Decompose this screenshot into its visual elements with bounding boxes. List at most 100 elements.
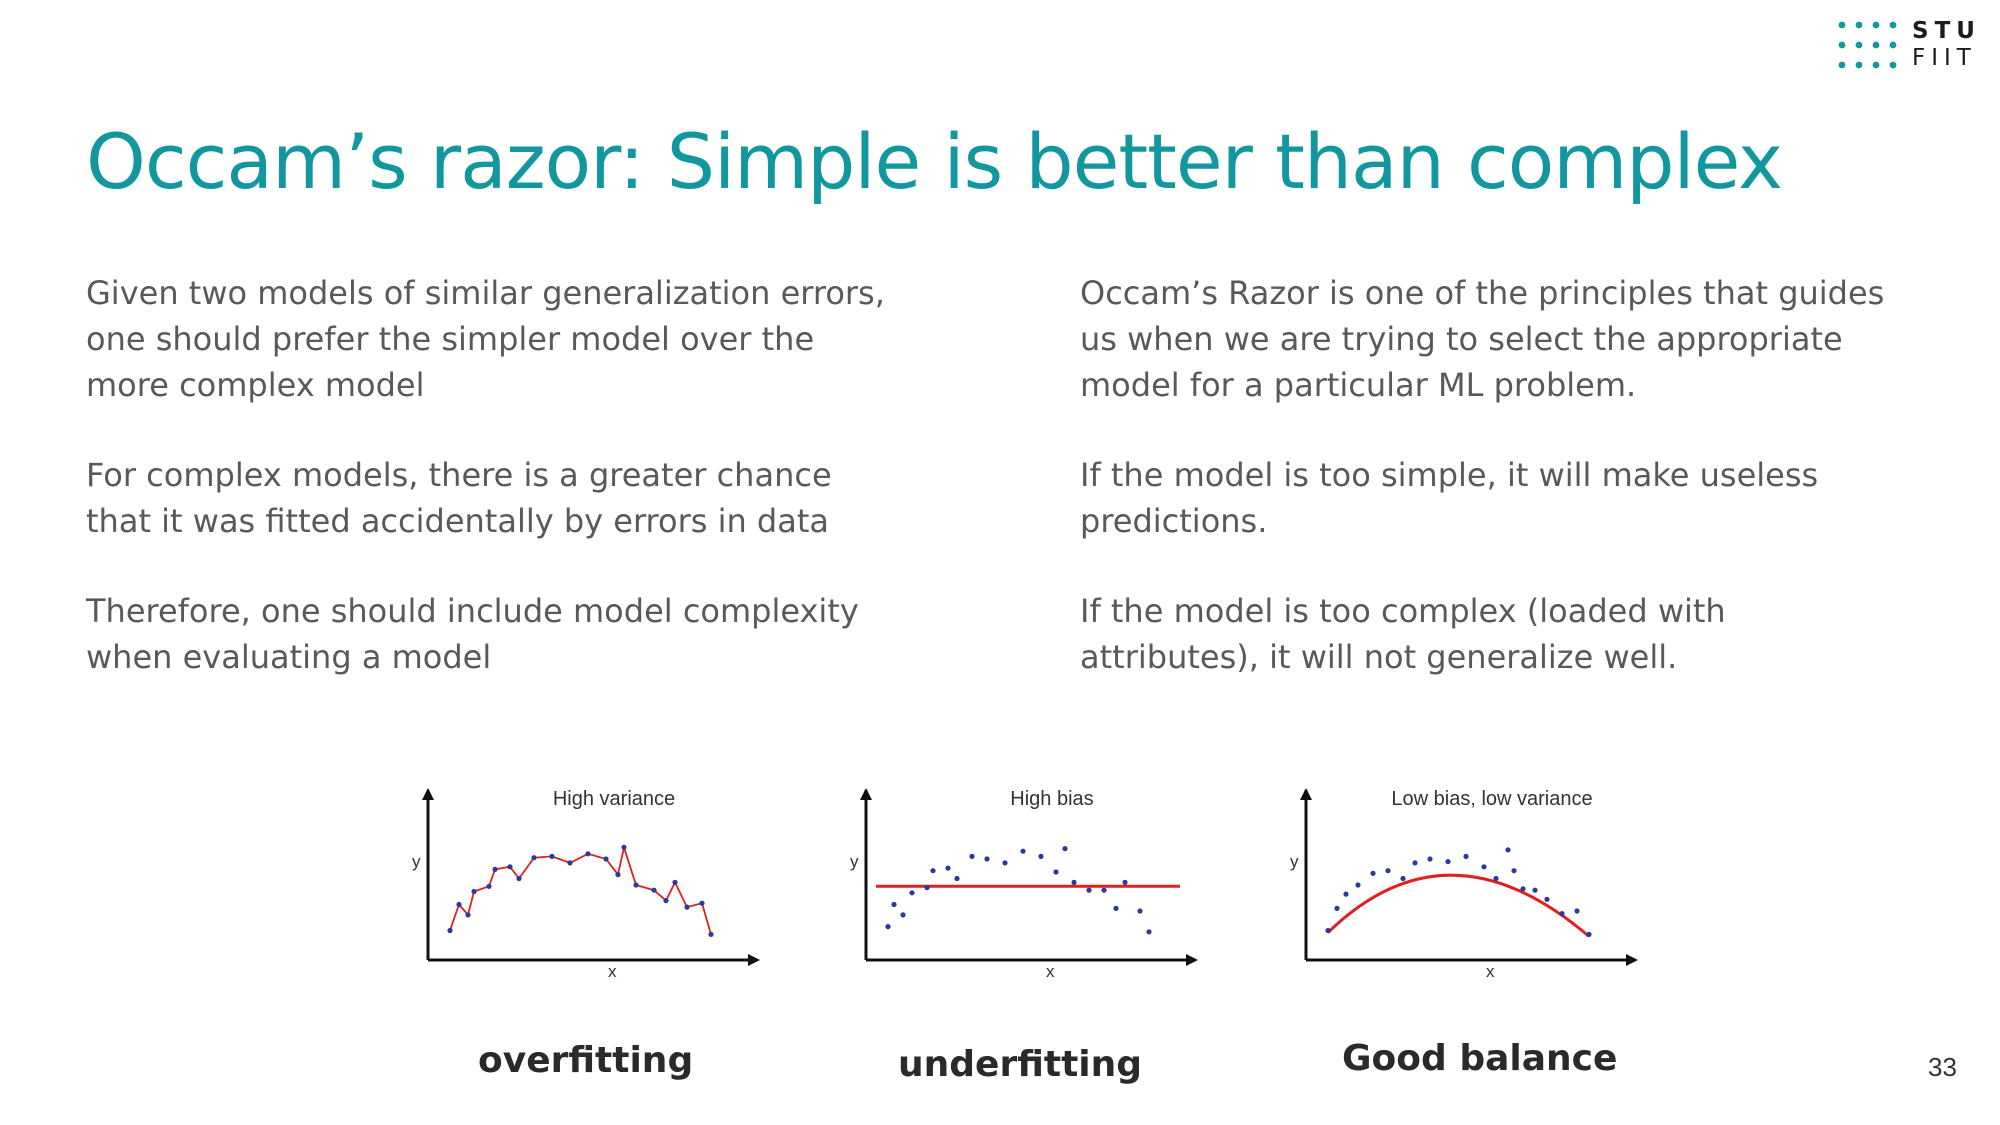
- panel-title: High bias: [1010, 788, 1093, 810]
- right-column: Occam’s Razor is one of the principles t…: [1080, 270, 1980, 724]
- left-paragraph-2: For complex models, there is a greater c…: [86, 456, 832, 540]
- y-axis-label: y: [1290, 852, 1299, 871]
- data-point: [984, 856, 990, 862]
- y-axis-arrow-icon: [1300, 788, 1312, 800]
- y-axis-arrow-icon: [422, 788, 434, 800]
- data-point: [447, 927, 453, 934]
- data-point: [1493, 875, 1499, 882]
- data-point: [492, 866, 498, 872]
- logo-line-2: FIIT: [1912, 45, 1977, 71]
- data-point: [924, 885, 930, 891]
- data-point: [684, 904, 690, 910]
- fit-curve: [1326, 873, 1590, 938]
- data-point: [708, 931, 714, 937]
- data-point: [516, 875, 522, 882]
- y-axis-label: y: [412, 852, 421, 871]
- data-point: [549, 853, 555, 859]
- data-point: [1559, 911, 1565, 917]
- logo-dot: [1838, 61, 1846, 69]
- y-axis-label: y: [850, 852, 859, 871]
- x-axis-label: x: [1486, 962, 1495, 981]
- right-paragraph-3: If the model is too complex (loaded with…: [1080, 592, 1726, 676]
- logo-dot: [1838, 41, 1846, 49]
- data-point: [672, 879, 678, 885]
- data-point: [1062, 846, 1068, 852]
- logo-dot: [1872, 61, 1880, 69]
- data-point: [1086, 887, 1092, 893]
- data-point: [1574, 908, 1580, 914]
- data-point: [567, 860, 573, 866]
- data-point: [1463, 853, 1469, 859]
- data-point: [1334, 905, 1340, 911]
- right-paragraph-2: If the model is too simple, it will make…: [1080, 456, 1819, 540]
- x-axis-label: x: [608, 962, 617, 981]
- fitting-figure: High variance y x High bias y x Low bias, low …: [384, 770, 1644, 1120]
- data-point: [603, 856, 609, 862]
- y-axis-arrow-icon: [860, 788, 872, 800]
- data-point: [615, 872, 621, 878]
- logo-text: STU FIIT: [1912, 18, 1981, 72]
- logo-dot: [1838, 21, 1846, 29]
- data-point: [954, 875, 960, 882]
- logo-dot: [1855, 61, 1863, 69]
- logo-dot: [1855, 41, 1863, 49]
- data-point: [1385, 868, 1391, 874]
- right-paragraph-1: Occam’s Razor is one of the principles t…: [1080, 274, 1885, 404]
- logo-dot: [1872, 21, 1880, 29]
- data-point: [531, 855, 537, 861]
- data-point: [1355, 882, 1361, 888]
- data-point: [1586, 931, 1592, 937]
- data-point: [1122, 879, 1128, 885]
- fit-curve: [449, 843, 712, 935]
- data-point: [1101, 887, 1107, 893]
- data-point: [1544, 896, 1550, 902]
- data-point: [507, 864, 513, 870]
- logo-dot: [1855, 21, 1863, 29]
- data-point: [1481, 864, 1487, 870]
- left-paragraph-1: Given two models of similar generalizati…: [86, 274, 885, 404]
- x-axis-arrow-icon: [748, 954, 760, 966]
- data-point: [1325, 927, 1331, 934]
- data-point: [930, 868, 936, 874]
- data-point: [900, 912, 906, 918]
- data-point: [486, 883, 492, 889]
- data-point: [1137, 908, 1143, 914]
- data-point: [1146, 929, 1152, 935]
- panel-2: High bias y x: [850, 788, 1198, 981]
- data-point: [1412, 860, 1418, 866]
- data-point: [885, 924, 891, 930]
- panel-3: Low bias, low variance y x: [1290, 788, 1638, 981]
- logo-dots-icon: [1838, 21, 1897, 69]
- data-point: [1505, 847, 1511, 853]
- data-point: [1532, 887, 1538, 893]
- data-point: [585, 851, 591, 857]
- left-paragraph-3: Therefore, one should include model comp…: [86, 592, 859, 676]
- data-point: [456, 901, 462, 908]
- data-point: [945, 865, 951, 871]
- caption-underfitting: underfitting: [898, 1044, 1143, 1085]
- data-point: [1370, 870, 1376, 876]
- data-point: [1445, 859, 1451, 865]
- data-point: [465, 912, 471, 918]
- logo-dot: [1872, 41, 1880, 49]
- logo-dot: [1889, 41, 1897, 49]
- data-point: [1427, 856, 1433, 862]
- data-point: [651, 887, 657, 893]
- x-axis-label: x: [1046, 962, 1055, 981]
- data-point: [699, 900, 705, 906]
- caption-overfitting: overfitting: [478, 1040, 694, 1081]
- panel-title: High variance: [553, 788, 675, 810]
- caption-good-balance: Good balance: [1342, 1038, 1618, 1079]
- x-axis-arrow-icon: [1626, 954, 1638, 966]
- page-number: 33: [1928, 1052, 1957, 1082]
- stu-fiit-logo: STU FIIT: [1838, 16, 1998, 76]
- data-point: [1343, 891, 1349, 897]
- data-point: [1020, 848, 1026, 854]
- data-point: [633, 882, 639, 888]
- data-point: [909, 890, 915, 896]
- logo-dot: [1889, 61, 1897, 69]
- data-point: [471, 888, 477, 895]
- data-point: [1520, 886, 1526, 892]
- data-point: [1038, 853, 1044, 859]
- logo-dot: [1889, 21, 1897, 29]
